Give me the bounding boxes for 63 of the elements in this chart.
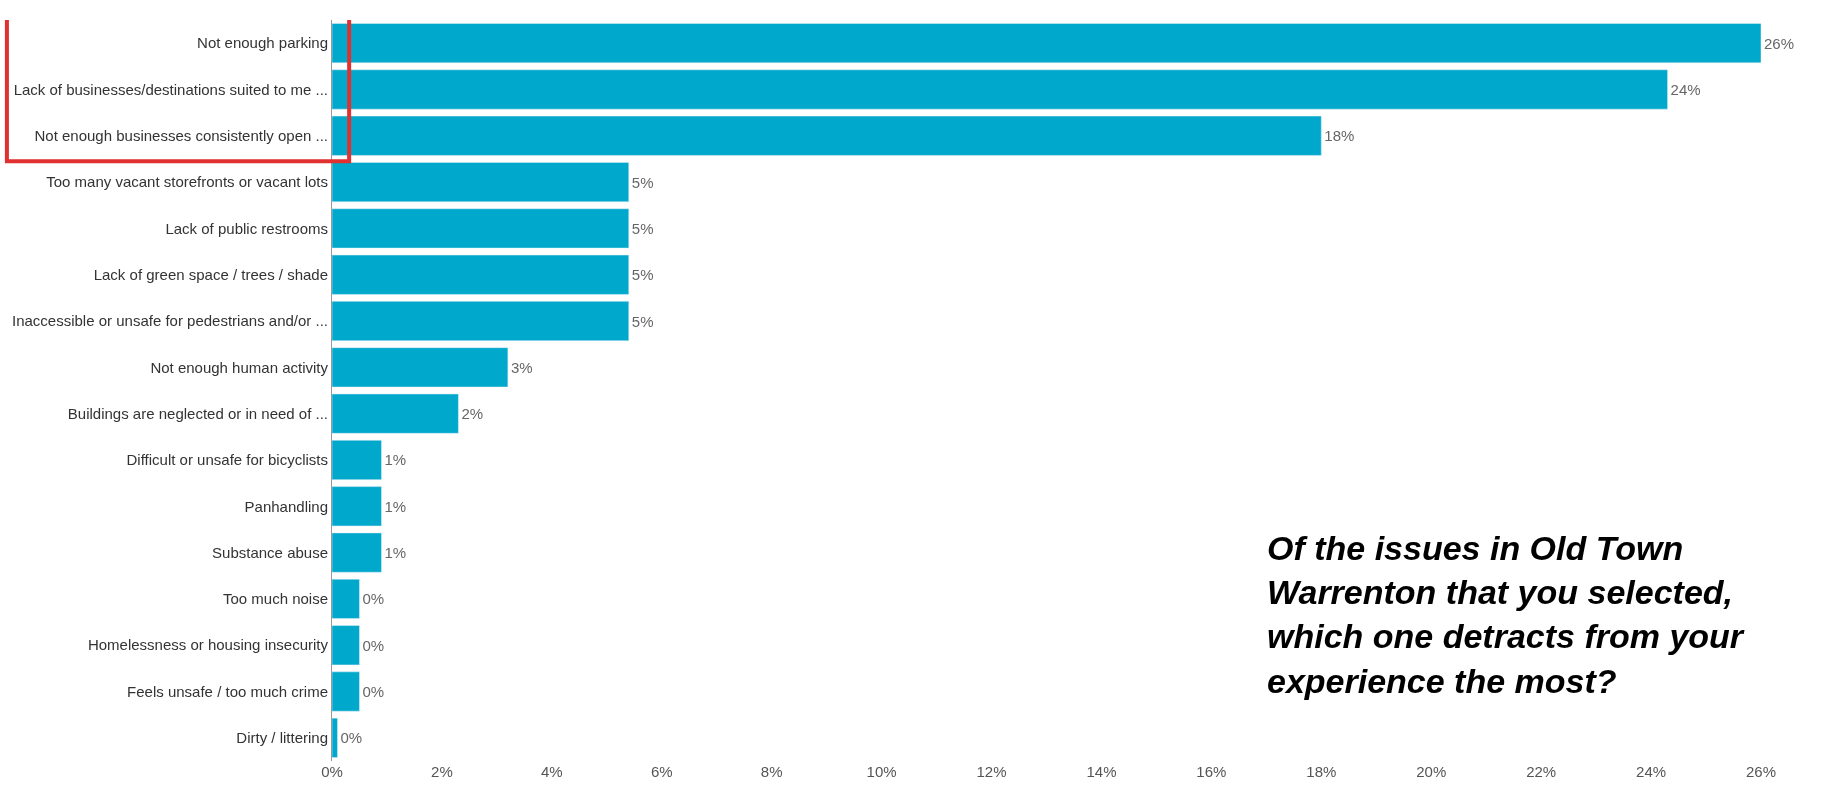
- bar: [332, 717, 338, 758]
- bar: [332, 393, 459, 434]
- y-tick-label: Substance abuse: [212, 543, 328, 561]
- data-label: 24%: [1670, 80, 1701, 98]
- x-tick-label: 16%: [1196, 763, 1227, 780]
- y-tick-label: Not enough businesses consistently open ...: [34, 127, 328, 145]
- bar: [332, 115, 1322, 156]
- data-label: 1%: [384, 497, 407, 515]
- y-tick-label: Not enough human activity: [150, 358, 329, 376]
- y-tick-label: Too much noise: [222, 590, 328, 608]
- data-label: 3%: [510, 358, 533, 376]
- y-tick-label: Lack of green space / trees / shade: [93, 265, 328, 283]
- bar: [332, 301, 630, 341]
- bar: [332, 486, 382, 527]
- data-label: 0%: [362, 590, 385, 608]
- bar: [332, 347, 509, 388]
- x-tick-label: 20%: [1416, 763, 1447, 780]
- bar: [332, 578, 360, 619]
- data-label: 5%: [631, 219, 654, 237]
- x-tick-label: 6%: [650, 763, 673, 780]
- y-tick-label: Dirty / littering: [236, 729, 328, 747]
- bar: [332, 532, 382, 573]
- data-label: 5%: [631, 266, 654, 284]
- y-tick-label: Too many vacant storefronts or vacant lots: [46, 173, 328, 191]
- y-tick-label: Lack of public restrooms: [165, 219, 328, 237]
- x-tick-label: 2%: [431, 763, 453, 780]
- y-tick-label: Inaccessible or unsafe for pedestrians and/or ...: [11, 312, 328, 330]
- x-tick-label: 24%: [1636, 763, 1667, 780]
- data-label: 18%: [1324, 127, 1355, 145]
- data-label: 5%: [631, 173, 654, 191]
- bar: [332, 671, 360, 712]
- bar: [332, 162, 630, 203]
- y-tick-label: Lack of businesses/destinations suited to me ...: [13, 80, 328, 98]
- bar: [332, 254, 630, 295]
- y-tick-label: Panhandling: [244, 497, 328, 515]
- data-label: 5%: [631, 312, 654, 330]
- x-tick-label: 14%: [1086, 763, 1117, 780]
- annotation: Of the issues in Old Town Warrenton that you selected, which one detracts from your experience the most?: [1267, 529, 1745, 700]
- y-tick-label: Feels unsafe / too much crime: [127, 682, 328, 700]
- x-tick-label: 0%: [321, 763, 343, 780]
- data-label: 2%: [461, 405, 484, 423]
- y-tick-label: Difficult or unsafe for bicyclists: [126, 451, 328, 469]
- bar: [332, 625, 360, 666]
- data-label: 1%: [384, 451, 407, 469]
- x-tick-label: 4%: [541, 763, 563, 780]
- bar: [332, 23, 1761, 64]
- x-tick-label: 8%: [760, 763, 783, 780]
- x-tick-label: 26%: [1745, 763, 1777, 780]
- data-label: 1%: [384, 544, 407, 562]
- data-label: 0%: [340, 729, 363, 747]
- bar: [332, 69, 1668, 110]
- data-label: 26%: [1764, 34, 1795, 52]
- y-tick-label: Buildings are neglected or in need of ...: [67, 404, 328, 422]
- x-tick-label: 18%: [1306, 763, 1337, 780]
- x-tick-label: 10%: [866, 763, 897, 780]
- data-label: 0%: [362, 636, 385, 654]
- x-tick-label: 22%: [1526, 763, 1557, 780]
- y-tick-label: Not enough parking: [197, 34, 328, 52]
- data-label: 0%: [362, 683, 385, 701]
- bar: [332, 208, 630, 249]
- x-tick-label: 12%: [976, 763, 1007, 780]
- y-tick-label: Homelessness or housing insecurity: [87, 636, 329, 654]
- bar: [332, 440, 382, 480]
